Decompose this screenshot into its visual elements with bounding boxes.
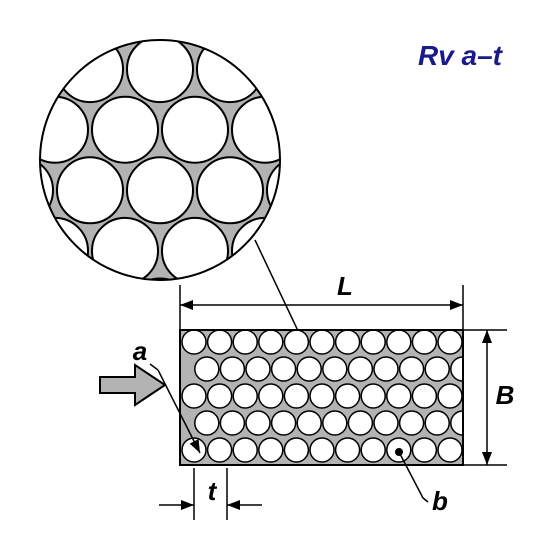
direction-arrow-icon — [100, 365, 165, 405]
svg-text:L: L — [337, 271, 353, 301]
magnifier — [0, 0, 368, 345]
label-a: a — [133, 336, 147, 366]
svg-text:B: B — [496, 380, 515, 410]
label-b: b — [432, 486, 448, 516]
plate-holes — [182, 330, 475, 462]
title-text: Rv a–t — [418, 40, 504, 71]
label-t: t — [208, 476, 218, 506]
